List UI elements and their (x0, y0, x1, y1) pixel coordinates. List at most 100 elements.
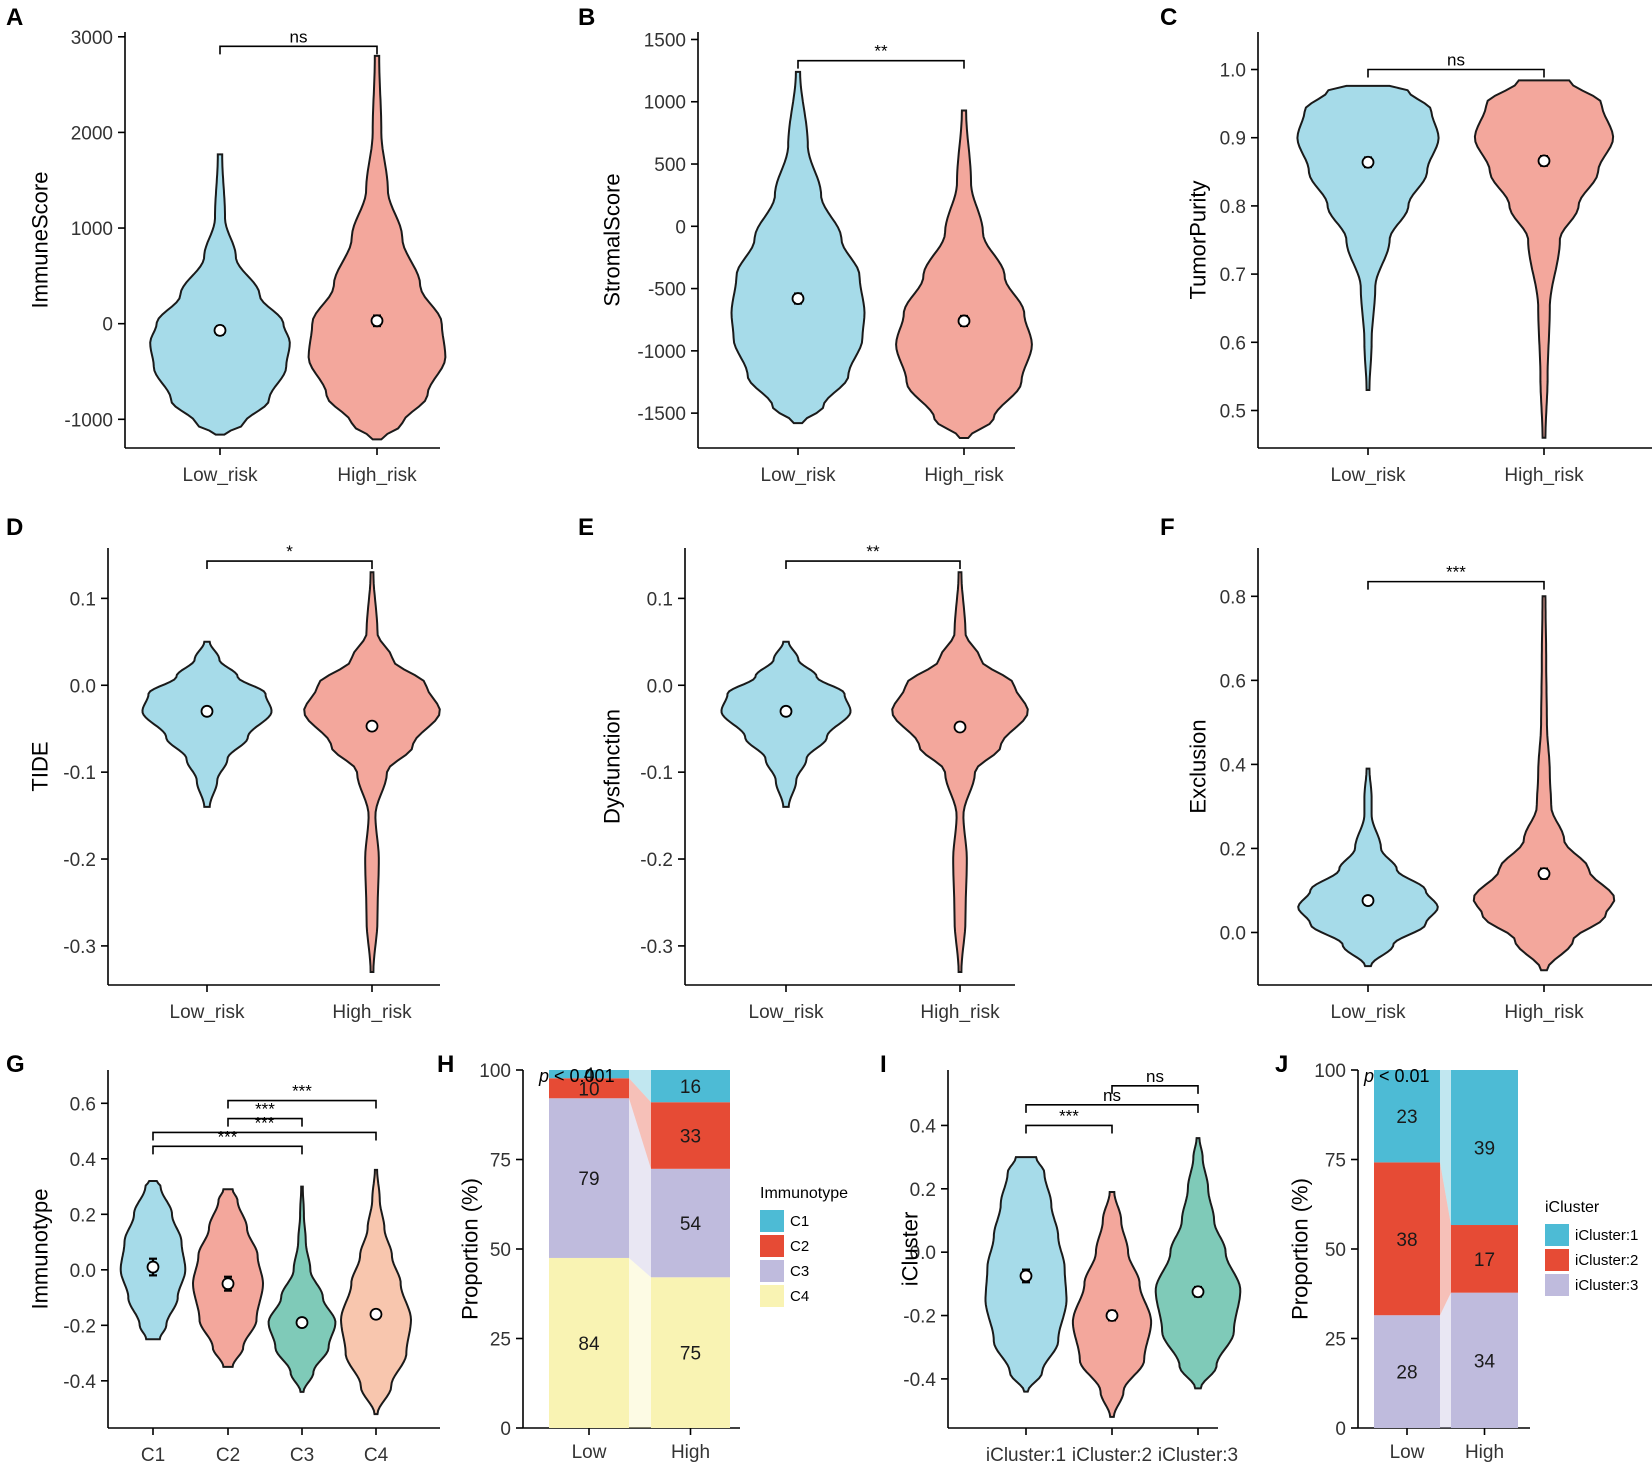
panel-i-significance-label: ns (1103, 1086, 1121, 1105)
panel-b-y-tick-label: -500 (648, 280, 686, 301)
panel-h-legend-label: C2 (790, 1238, 809, 1255)
panel-f-y-tick-label: 0.4 (1220, 755, 1247, 776)
panel-c: 0.5 0.6 0.7 0.8 0.9 1.0 C TumorPurity Low_risk Hi… (1160, 4, 1652, 486)
panel-j-legend-label: iCluster:2 (1575, 1252, 1638, 1269)
panel-a: -1000 0 1000 2000 3000 A ImmuneScore Low_risk Hi… (6, 4, 447, 486)
panel-g-significance-label: *** (292, 1082, 312, 1101)
panel-f-y-tick-label: 0.6 (1220, 671, 1246, 692)
panel-d-y-tick-label: 0.0 (70, 676, 96, 697)
panel-h-y-axis-title: Proportion (%) (458, 1178, 483, 1320)
panel-g-y-tick-label: -0.4 (63, 1372, 96, 1393)
panel-b-y-tick-label: 1000 (644, 93, 686, 114)
panel-h-bar-segment-c2 (651, 1102, 730, 1169)
panel-g: -0.4 -0.2 0.0 0.2 0.4 0.6 G Immunotype C1 C2 C3 C4 *… (6, 1051, 440, 1464)
panel-i-significance-bracket: *** (1025, 1106, 1113, 1134)
panel-e-y-tick-label: -0.3 (640, 937, 673, 958)
panel-a-x-tick-label: High_risk (337, 465, 417, 486)
panel-d-violin-low-risk (141, 640, 273, 808)
panel-j-legend-swatch (1545, 1249, 1569, 1271)
panel-h-bar-segment-c3 (651, 1168, 730, 1278)
panel-b-y-tick-label: -1000 (637, 342, 686, 363)
panel-e-mean-marker (953, 720, 967, 734)
panel-i-mean-marker (1019, 1268, 1033, 1284)
panel-i-significance-label: *** (1059, 1106, 1079, 1125)
panel-b-x-tick-label: High_risk (924, 465, 1004, 486)
panel-j: 0 25 50 75 100 J Proportion (%) 28 38 23 Low 34 17 39… (1275, 1051, 1638, 1463)
panel-h-count-label: 54 (680, 1214, 702, 1235)
panel-c-violin-high-risk (1473, 79, 1615, 439)
panel-a-y-tick-label: -1000 (64, 410, 113, 431)
panel-i-significance-label: ns (1146, 1067, 1164, 1086)
panel-j-y-tick-label: 100 (1314, 1061, 1346, 1082)
panel-e-significance-label: ** (866, 542, 880, 561)
panel-h-legend-label: C3 (790, 1263, 809, 1280)
panel-f: 0.0 0.2 0.4 0.6 0.8 F Exclusion Low_risk High_ri… (1160, 514, 1652, 1023)
panel-f-y-axis-title: Exclusion (1186, 719, 1211, 813)
panel-g-mean-marker (146, 1257, 160, 1277)
panel-j-legend-label: iCluster:1 (1575, 1227, 1638, 1244)
panel-a-x-tick-label: Low_risk (183, 465, 258, 486)
panel-e-y-axis-title: Dysfunction (600, 709, 625, 824)
panel-h-legend-title: Immunotype (760, 1185, 848, 1202)
panel-e: -0.3 -0.2 -0.1 0.0 0.1 E Dysfunction Low_risk Hi… (578, 514, 1029, 1023)
panel-j-p-value: p < 0.01 (1363, 1066, 1430, 1086)
panel-j-bar-segment-icluster-3 (1451, 1292, 1518, 1428)
panel-g-y-tick-label: -0.2 (63, 1316, 96, 1337)
panel-f-panel-label: F (1160, 514, 1175, 541)
panel-h-y-tick-label: 25 (490, 1330, 511, 1351)
panel-j-count-label: 38 (1396, 1230, 1417, 1251)
panel-a-y-tick-label: 1000 (71, 219, 113, 240)
panel-j-bar-segment-icluster-1 (1451, 1070, 1518, 1226)
panel-h-bar-segment-c4 (651, 1277, 730, 1428)
panel-g-y-axis-title: Immunotype (28, 1188, 53, 1309)
panel-g-y-tick-label: 0.0 (70, 1261, 96, 1282)
panel-d-significance-bracket: * (206, 542, 373, 570)
panel-g-x-tick-label: C3 (290, 1445, 314, 1464)
panel-j-y-tick-label: 25 (1325, 1330, 1346, 1351)
panel-j-flow-icluster-1 (1440, 1070, 1451, 1226)
panel-e-mean-marker (779, 704, 793, 718)
panel-j-x-tick-label: High (1465, 1442, 1504, 1463)
panel-j-count-label: 17 (1474, 1250, 1495, 1271)
panel-g-significance-label: *** (255, 1100, 275, 1119)
panel-b-y-axis-title: StromalScore (600, 173, 625, 306)
panel-e-significance-bracket: ** (785, 542, 961, 570)
panel-h-legend-swatch (760, 1285, 784, 1307)
panel-j-flow-icluster-3 (1440, 1292, 1451, 1428)
panel-i-significance-bracket: ns (1111, 1067, 1199, 1094)
panel-b-mean-marker (957, 314, 971, 328)
panel-b-x-tick-label: Low_risk (761, 465, 836, 486)
panel-f-x-tick-label: Low_risk (1331, 1002, 1406, 1023)
panel-a-mean-marker (213, 323, 227, 337)
panel-f-significance-label: *** (1446, 563, 1466, 582)
panel-h: 0 25 50 75 100 H Proportion (%) 84 79 104 Low 75 54 3… (437, 1051, 848, 1463)
panel-f-significance-bracket: *** (1367, 563, 1545, 590)
panel-b: -1500 -1000 -500 0 500 1000 1500 B StromalScore L… (578, 4, 1033, 486)
panel-g-panel-label: G (6, 1051, 25, 1078)
panel-b-y-tick-label: 0 (675, 217, 686, 238)
panel-j-bar-segment-icluster-2 (1374, 1162, 1440, 1316)
panel-i-x-tick-label: iCluster:3 (1158, 1445, 1238, 1464)
panel-i-y-tick-label: 0.4 (910, 1116, 937, 1137)
panel-h-count-label: 84 (578, 1334, 600, 1355)
panel-h-bar-segment-c1 (549, 1070, 629, 1079)
panel-i-y-tick-label: 0.2 (910, 1180, 936, 1201)
panel-c-x-tick-label: Low_risk (1331, 465, 1406, 486)
panel-h-count-label: 33 (680, 1127, 701, 1148)
panel-a-significance-bracket: ns (219, 27, 378, 55)
panel-e-y-tick-label: -0.2 (640, 850, 673, 871)
panel-c-violin-low-risk (1296, 84, 1440, 391)
panel-h-x-tick-label: Low (572, 1442, 607, 1463)
panel-c-significance-label: ns (1447, 51, 1465, 70)
panel-a-mean-marker (370, 314, 384, 328)
panel-j-count-label: 39 (1474, 1139, 1495, 1160)
panel-g-y-tick-label: 0.4 (70, 1150, 97, 1171)
panel-g-significance-bracket: *** (227, 1082, 377, 1109)
panel-d-panel-label: D (6, 514, 23, 541)
panel-f-y-tick-label: 0.8 (1220, 587, 1246, 608)
panel-j-x-tick-label: Low (1390, 1442, 1425, 1463)
panel-h-legend: Immunotype C1 C2 C3 C4 (760, 1185, 848, 1307)
panel-c-significance-bracket: ns (1367, 51, 1545, 78)
